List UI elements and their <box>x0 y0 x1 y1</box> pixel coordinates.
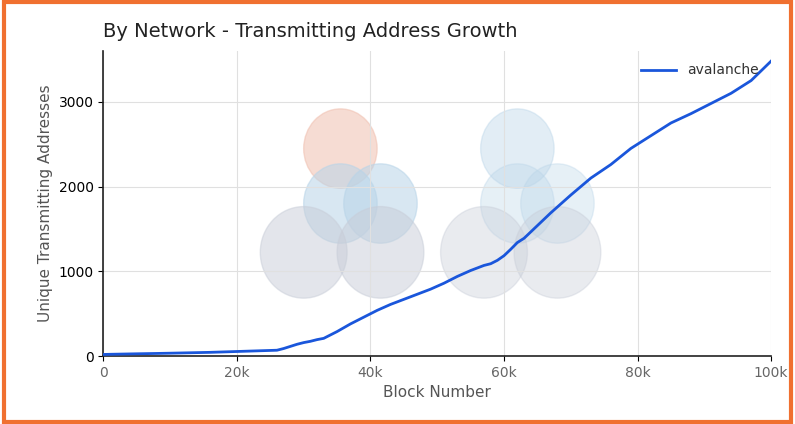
Ellipse shape <box>260 206 347 298</box>
Ellipse shape <box>481 164 554 243</box>
Ellipse shape <box>514 206 601 298</box>
Ellipse shape <box>304 109 377 188</box>
Legend: avalanche: avalanche <box>636 58 764 83</box>
Ellipse shape <box>481 109 554 188</box>
Ellipse shape <box>343 164 417 243</box>
Y-axis label: Unique Transmitting Addresses: Unique Transmitting Addresses <box>38 85 53 322</box>
Ellipse shape <box>521 164 594 243</box>
Text: By Network - Transmitting Address Growth: By Network - Transmitting Address Growth <box>103 22 518 41</box>
Ellipse shape <box>304 164 377 243</box>
Ellipse shape <box>440 206 527 298</box>
Ellipse shape <box>337 206 424 298</box>
X-axis label: Block Number: Block Number <box>383 385 491 400</box>
